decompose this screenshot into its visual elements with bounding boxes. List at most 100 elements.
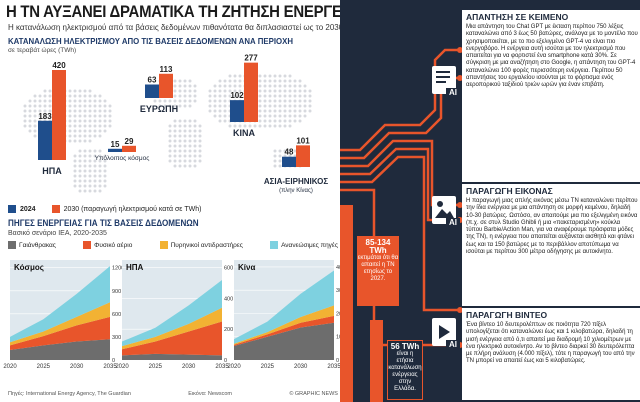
x-tick-label: 2035: [327, 364, 340, 370]
bar-2030-2: [244, 62, 258, 122]
panel-title: Κόσμος: [14, 263, 44, 272]
area-Ανανεώσιμες πηγές: [10, 266, 110, 343]
legend-label-2024: 2024: [20, 205, 36, 213]
category-label-asia-pacific: ΑΣΙΑ-ΕΙΡΗΝΙΚΟΣ: [264, 177, 329, 186]
legend-swatch-2030: [51, 205, 60, 213]
sources-area-charts: 0 300 600 900 1200 2020 2025 2030 2035 Κόσμος 0 200…: [3, 260, 340, 370]
area-Φυσικό αέριο: [234, 315, 334, 347]
x-tick-label: 2020: [227, 364, 241, 370]
bar-2030-0: [52, 70, 66, 160]
y-tick-label: 600: [112, 312, 121, 318]
x-tick-label: 2020: [3, 364, 17, 370]
right-panel: 85-134 TWh εκτιμάται ότι θα απαιτεί η ΤΝ…: [340, 0, 640, 402]
category-label-europe: ΕΥΡΩΠΗ: [140, 104, 178, 114]
category-label-asia-pacific-note: (πλην Κίνας): [279, 188, 313, 194]
legend-gas: Φυσικό αέριο: [83, 241, 132, 249]
region-legend: 2024 2030 (παραγωγή ηλεκτρισμού κατά σε …: [8, 205, 201, 213]
area-Φυσικό αέριο: [10, 316, 110, 350]
y-tick-label: 300: [336, 288, 340, 294]
source-note: Πηγές: International Energy Agency, The …: [8, 391, 131, 397]
image-generation-box: ΠΑΡΑΓΩΓΗ ΕΙΚΟΝΑΣ Η παραγωγή μιας απλής ε…: [462, 184, 640, 306]
category-label-china: ΚΙΝΑ: [233, 128, 255, 138]
y-tick-label: 200: [224, 327, 233, 333]
video-generation-title: ΠΑΡΑΓΩΓΗ ΒΙΝΤΕΟ: [466, 310, 548, 320]
page-subtitle: Η κατανάλωση ηλεκτρισμού από τα βάσεις δ…: [8, 23, 344, 32]
sources-legend: Γαιάνθρακας Φυσικό αέριο Πυρηνικοί αντιδ…: [8, 241, 338, 249]
graphic-credit: © GRAPHIC NEWS: [289, 391, 338, 397]
y-tick-label: 200: [336, 311, 340, 317]
y-tick-label: 400: [336, 265, 340, 271]
x-tick-label: 2035: [103, 364, 117, 370]
ai-badge: AI: [446, 340, 460, 349]
category-label-usa: ΗΠΑ: [42, 166, 62, 176]
legend-swatch-2024: [8, 205, 16, 213]
circuit-line: [340, 48, 460, 152]
bar-2024-1: [145, 84, 159, 98]
text-answer-box: ΑΠΑΝΤΗΣΗ ΣΕ ΚΕΙΜΕΝΟ Μια απάντηση του Cha…: [462, 10, 640, 182]
ai-badge: AI: [446, 218, 460, 227]
value-label-2024-4: 48: [285, 148, 294, 157]
region-chart-title: ΚΑΤΑΝΑΛΩΣΗ ΗΛΕΚΤΡΙΣΜΟΥ ΑΠΟ ΤΙΣ ΒΑΣΕΙΣ ΔΕ…: [8, 36, 293, 46]
bar-2024-3: [108, 148, 122, 152]
bar-2030-1: [159, 73, 173, 98]
y-tick-label: 1200: [112, 266, 124, 272]
y-tick-label: 400: [224, 296, 233, 302]
area-Φυσικό αέριο: [122, 321, 222, 356]
y-tick-label: 0: [224, 358, 227, 364]
x-tick-label: 2030: [182, 364, 196, 370]
value-label-2030-2: 277: [244, 54, 258, 63]
region-chart-unit: σε τεραβάτ ώρες (TWh): [8, 47, 77, 54]
area-Πυρηνικοί αντιδραστήρες: [122, 307, 222, 350]
value-label-2024-2: 102: [230, 91, 244, 100]
bar-greece-demand: [370, 320, 383, 402]
bar-2024-4: [282, 156, 296, 167]
value-label-2030-1: 113: [160, 65, 173, 74]
x-tick-label: 2030: [70, 364, 84, 370]
y-tick-label: 0: [336, 358, 339, 364]
x-tick-label: 2025: [261, 364, 275, 370]
ai-demand-text: εκτιμάται ότι θα απαιτεί η ΤΝ ετησίως το…: [357, 255, 399, 282]
x-tick-label: 2025: [149, 364, 163, 370]
x-tick-label: 2035: [215, 364, 229, 370]
y-tick-label: 0: [112, 358, 115, 364]
footer: Πηγές: International Energy Agency, The …: [8, 391, 338, 397]
value-label-2024-3: 15: [111, 140, 120, 149]
area-Γαιάνθρακας: [10, 339, 110, 360]
x-tick-label: 2025: [37, 364, 51, 370]
area-Ανανεώσιμες πηγές: [122, 280, 222, 347]
ai-badge: AI: [446, 88, 460, 97]
value-label-2030-4: 101: [296, 136, 310, 145]
ai-demand-callout: 85-134 TWh εκτιμάται ότι θα απαιτεί η ΤΝ…: [357, 236, 399, 306]
legend-nuclear: Πυρηνικοί αντιδραστήρες: [159, 241, 243, 249]
x-tick-label: 2020: [115, 364, 129, 370]
video-generation-box: ΠΑΡΑΓΩΓΗ ΒΙΝΤΕΟ Ένα βίντεο 10 δευτερολέπ…: [462, 308, 640, 400]
category-label-rest-of-world: Υπόλοιπος κόσμος: [95, 154, 150, 162]
bar-2024-0: [38, 120, 52, 160]
panel-title: ΗΠΑ: [126, 263, 144, 272]
greece-demand-text: είναι η ετήσια κατανάλωση ενέργειας στην…: [388, 351, 422, 392]
bar-2030-3: [122, 145, 136, 152]
image-generation-title: ΠΑΡΑΓΩΓΗ ΕΙΚΟΝΑΣ: [466, 186, 553, 196]
panel-title: Κίνα: [238, 263, 255, 272]
text-answer-title: ΑΠΑΝΤΗΣΗ ΣΕ ΚΕΙΜΕΝΟ: [466, 12, 569, 22]
value-label-2030-3: 29: [125, 137, 134, 146]
y-tick-label: 300: [112, 335, 121, 341]
area-panel-0: 0 300 600 900 1200 2020 2025 2030 2035 Κόσμος: [3, 260, 124, 370]
area-Γαιάνθρακας: [234, 322, 334, 360]
value-label-2024-0: 183: [38, 112, 52, 121]
y-tick-label: 100: [336, 335, 340, 341]
greece-demand-value: 56 TWh: [390, 342, 420, 351]
area-Πυρηνικοί αντιδραστήρες: [10, 302, 110, 346]
legend-coal: Γαιάνθρακας: [8, 241, 56, 249]
page-title: Η ΤΝ ΑΥΞΑΝΕΙ ΔΡΑΜΑΤΙΚΑ ΤΗ ΖΗΤΗΣΗ ΕΝΕΡΓΕΙ…: [6, 2, 365, 21]
legend-label-2030: 2030 (παραγωγή ηλεκτρισμού κατά σε TWh): [63, 205, 202, 213]
legend-renewables: Ανανεώσιμες πηγές: [270, 241, 338, 249]
greece-demand-callout: 56 TWh είναι η ετήσια κατανάλωση ενέργει…: [387, 340, 423, 400]
sources-chart-subtitle: Βασικό σενάριο IEA, 2020-2035: [8, 230, 107, 237]
y-tick-label: 600: [224, 266, 233, 272]
value-label-2030-0: 420: [52, 61, 66, 70]
video-generation-body: Ένα βίντεο 10 δευτερολέπτων σε ποιότητα …: [466, 322, 635, 365]
area-panel-2: 0 100 200 300 400 2020 2025 2030 2035 Κίνα: [227, 260, 340, 370]
value-label-2024-1: 63: [148, 76, 157, 85]
circuit-line: [340, 155, 460, 312]
